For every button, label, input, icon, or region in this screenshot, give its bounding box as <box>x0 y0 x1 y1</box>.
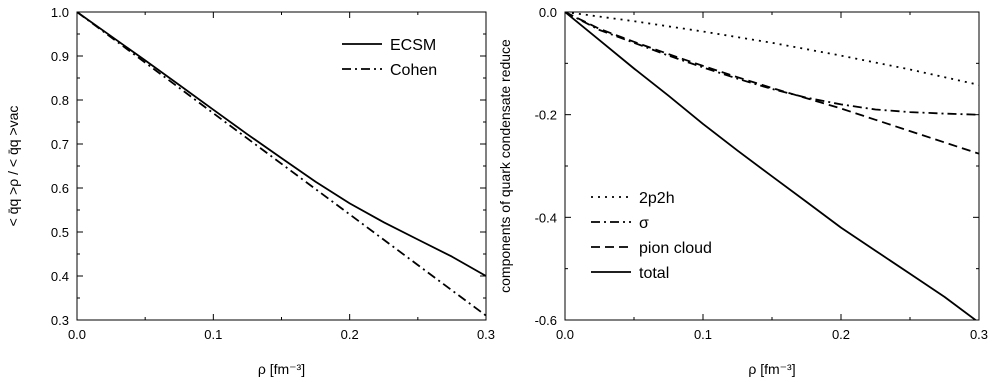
y-axis-title: < q̄q >ρ / < q̄q >vac <box>5 106 21 227</box>
x-tick-label: 0.0 <box>68 327 86 342</box>
y-tick-label: 1.0 <box>51 5 69 20</box>
y-tick-label: 0.6 <box>51 181 69 196</box>
y-tick-label: 0.5 <box>51 225 69 240</box>
x-tick-label: 0.3 <box>970 327 988 342</box>
legend-label-series-1: σ <box>639 215 649 232</box>
x-tick-label: 0.2 <box>832 327 850 342</box>
x-tick-label: 0.1 <box>694 327 712 342</box>
legend-label-ecsm: ECSM <box>390 37 436 54</box>
x-axis-title: ρ [fm⁻³] <box>748 361 795 377</box>
legend-label-2p2h: 2p2h <box>639 190 675 207</box>
plot-frame <box>565 12 979 320</box>
y-tick-label: 0.8 <box>51 93 69 108</box>
x-tick-label: 0.0 <box>556 327 574 342</box>
y-tick-label: 0.7 <box>51 137 69 152</box>
x-axis-title: ρ [fm⁻³] <box>258 361 305 377</box>
x-tick-label: 0.3 <box>477 327 495 342</box>
y-tick-label: 0.0 <box>539 5 557 20</box>
right-chart-panel: 0.0 0.1 0.2 0.3 0.0 -0.2 -0.4 -0.6 ρ [fm⁻³] compo… <box>497 5 988 377</box>
left-chart-panel: 0.0 0.1 0.2 0.3 0.3 0.4 0.5 0.6 0.7 0.8 0.9 1.0 ρ [f… <box>5 5 495 377</box>
y-tick-label: -0.4 <box>535 210 557 225</box>
x-tick-label: 0.2 <box>341 327 359 342</box>
series-line-2p2h <box>565 12 979 85</box>
legend-label-cohen: Cohen <box>390 62 437 79</box>
y-tick-label: -0.6 <box>535 313 557 328</box>
y-tick-label: 0.4 <box>51 269 69 284</box>
series-line-total <box>565 12 979 323</box>
y-tick-label: 0.9 <box>51 49 69 64</box>
series-line-cohen <box>77 12 486 316</box>
legend-label-total: total <box>639 265 669 282</box>
y-tick-label: -0.2 <box>535 108 557 123</box>
legend-label-pion-cloud: pion cloud <box>639 240 712 257</box>
y-tick-label: 0.3 <box>51 313 69 328</box>
y-axis-title: components of quark condensate reduce <box>497 39 513 293</box>
x-tick-label: 0.1 <box>204 327 222 342</box>
series-line-pion-cloud <box>565 12 979 154</box>
